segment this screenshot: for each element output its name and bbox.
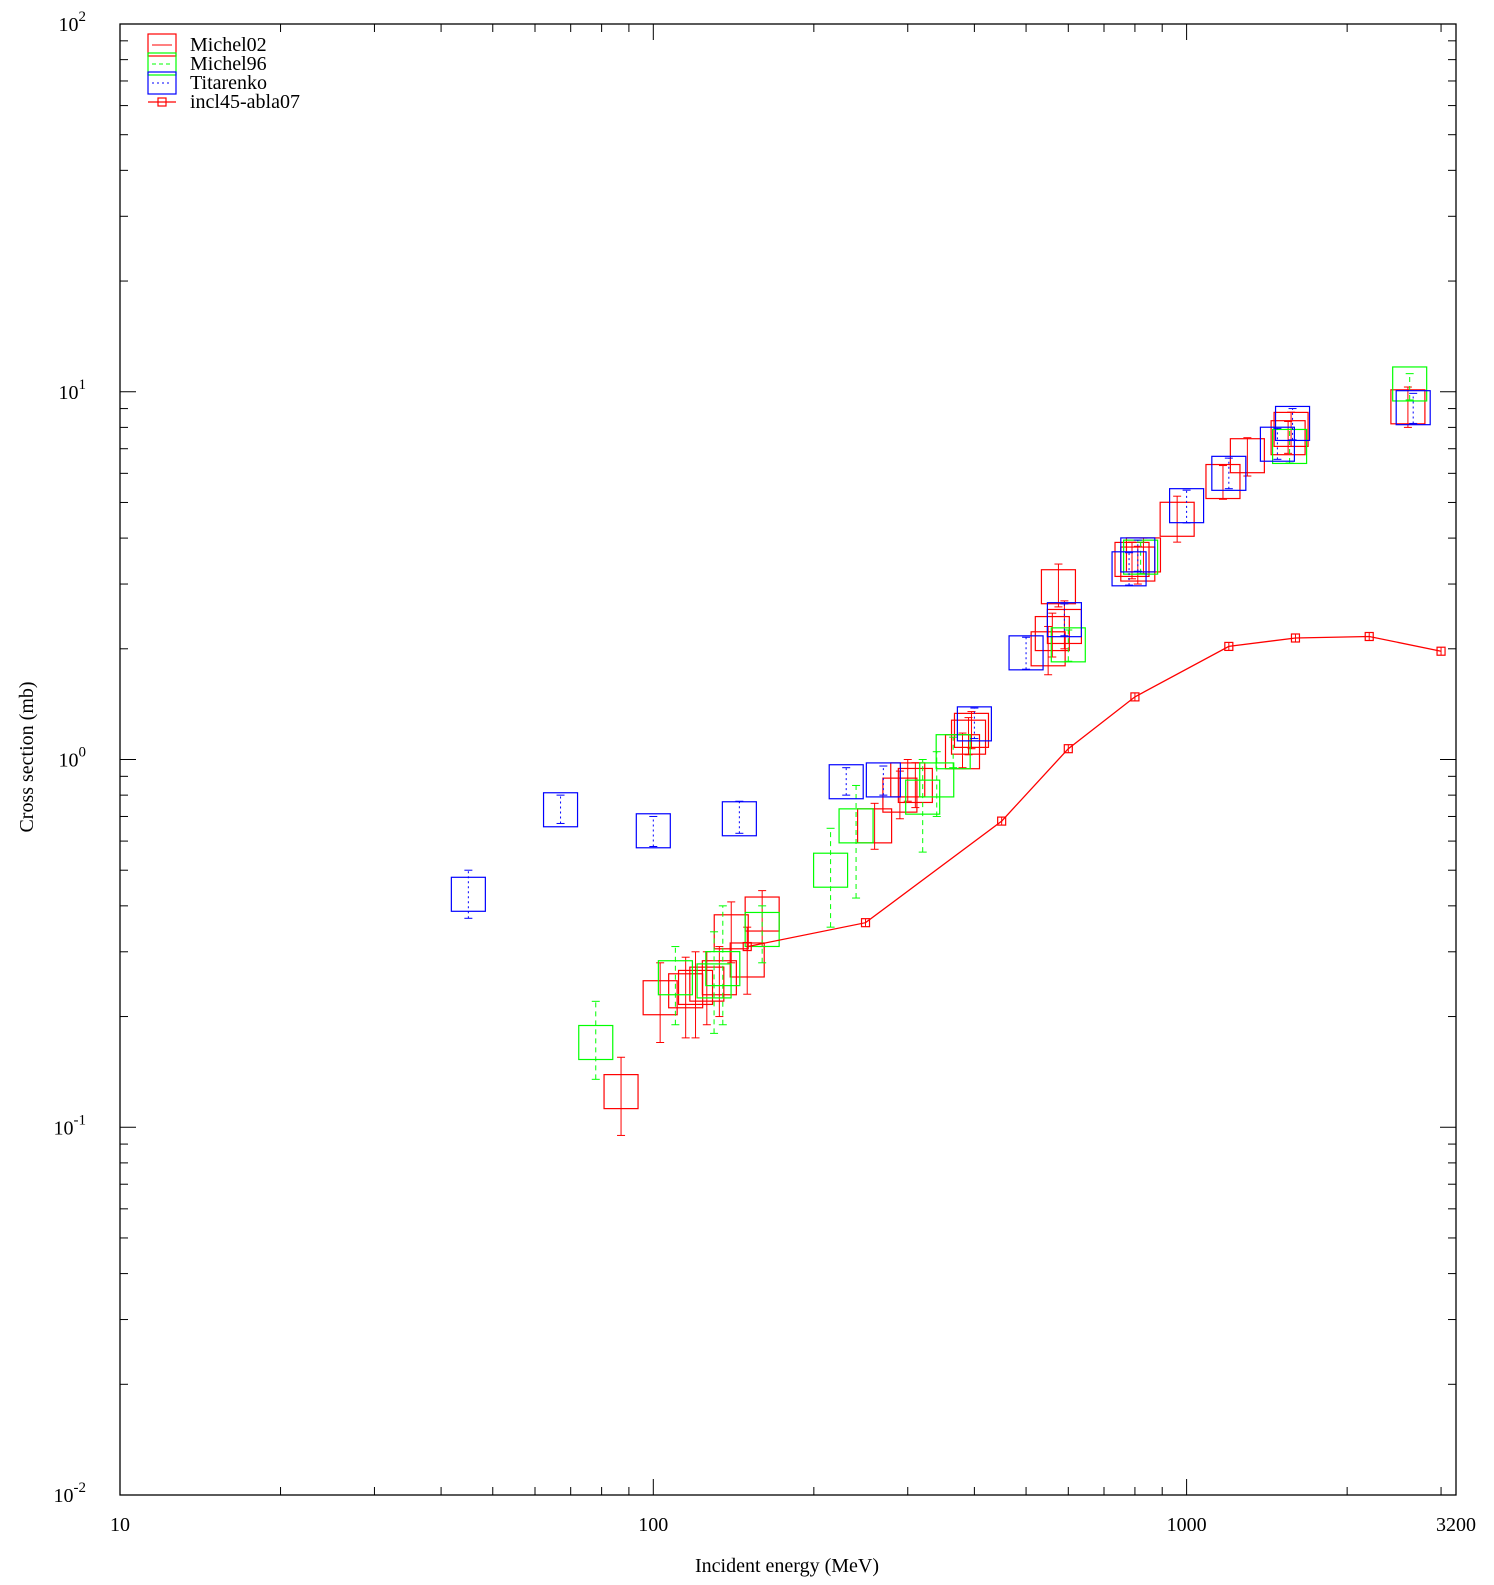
data-point <box>721 801 757 837</box>
legend-label: Titarenko <box>190 72 267 94</box>
data-point <box>1120 537 1156 573</box>
x-tick-label: 1000 <box>1167 1514 1207 1536</box>
data-point <box>865 762 901 798</box>
legend-label: Michel02 <box>190 34 267 56</box>
data-point <box>935 734 971 770</box>
y-tick-exponent: 0 <box>79 745 87 761</box>
data-point <box>1271 428 1308 465</box>
x-axis-label: Incident energy (MeV) <box>695 1555 879 1577</box>
data-point <box>705 951 741 987</box>
data-point <box>1008 635 1044 671</box>
data-point <box>857 808 893 844</box>
data-point <box>1395 390 1431 426</box>
data-point <box>1259 426 1296 462</box>
data-point <box>1205 463 1241 500</box>
x-tick-label: 3200 <box>1436 1514 1476 1536</box>
data-point <box>897 767 933 804</box>
data-point <box>701 960 737 996</box>
legend-swatch <box>147 33 177 57</box>
series-titarenko <box>450 390 1431 919</box>
data-point <box>953 712 990 748</box>
legend-item: Michel02 <box>147 33 267 57</box>
plot-frame <box>119 23 1457 1496</box>
data-point <box>689 966 725 1002</box>
data-point <box>677 969 714 1006</box>
y-tick-label: 10-2 <box>54 1480 87 1507</box>
data-point <box>1111 551 1147 587</box>
data-point <box>635 813 671 849</box>
data-point <box>1159 501 1195 537</box>
data-point <box>657 960 693 996</box>
y-tick-exponent: 1 <box>79 377 87 393</box>
y-tick-label: 100 <box>59 745 87 772</box>
data-point <box>1229 438 1265 474</box>
data-point <box>1169 488 1205 524</box>
series-michel02 <box>603 386 1426 1136</box>
data-point <box>1046 602 1082 638</box>
data-point <box>642 980 678 1016</box>
legend-item: Titarenko <box>147 71 267 95</box>
data-point <box>1211 455 1247 491</box>
series-incl45-abla07 <box>742 631 1446 952</box>
data-point <box>1392 366 1428 402</box>
legend-item: Michel96 <box>147 52 267 76</box>
data-point <box>1040 569 1077 605</box>
x-tick-label: 100 <box>638 1514 668 1536</box>
y-tick-exponent: -2 <box>74 1480 87 1496</box>
series-michel96 <box>578 366 1428 1080</box>
y-tick-label: 102 <box>59 9 87 36</box>
data-point <box>812 852 849 888</box>
data-point <box>838 808 874 844</box>
data-point <box>1390 389 1426 425</box>
data-point <box>696 963 732 999</box>
x-axis-ticks: 10 100 1000 3200 <box>110 24 1476 1536</box>
data-point <box>1050 627 1086 663</box>
data-point <box>542 792 579 828</box>
series-line <box>747 635 1442 948</box>
legend-label: incl45-abla07 <box>190 91 300 113</box>
y-tick-exponent: 2 <box>79 9 87 25</box>
data-point <box>1114 541 1150 578</box>
legend-swatch <box>147 52 177 76</box>
y-tick-label: 101 <box>59 377 87 404</box>
legend-item: incl45-abla07 <box>148 91 300 113</box>
data-point <box>1034 615 1070 652</box>
data-point <box>744 911 780 948</box>
legend-label: Michel96 <box>190 53 267 75</box>
data-point <box>1270 420 1306 456</box>
data-point <box>578 1024 614 1061</box>
x-tick-label: 10 <box>110 1514 130 1536</box>
data-point <box>450 876 486 912</box>
data-point <box>956 706 992 742</box>
y-tick-exponent: -1 <box>74 1112 87 1128</box>
legend-swatch <box>157 97 167 107</box>
legend-swatch <box>147 71 177 95</box>
y-tick-label: 10-1 <box>54 1112 87 1139</box>
series-layer <box>450 366 1446 1136</box>
data-point <box>603 1074 639 1110</box>
plot-border <box>119 23 1457 1496</box>
y-axis-label: Cross section (mb) <box>16 681 38 832</box>
data-point <box>828 764 864 800</box>
data-point <box>1274 405 1311 442</box>
